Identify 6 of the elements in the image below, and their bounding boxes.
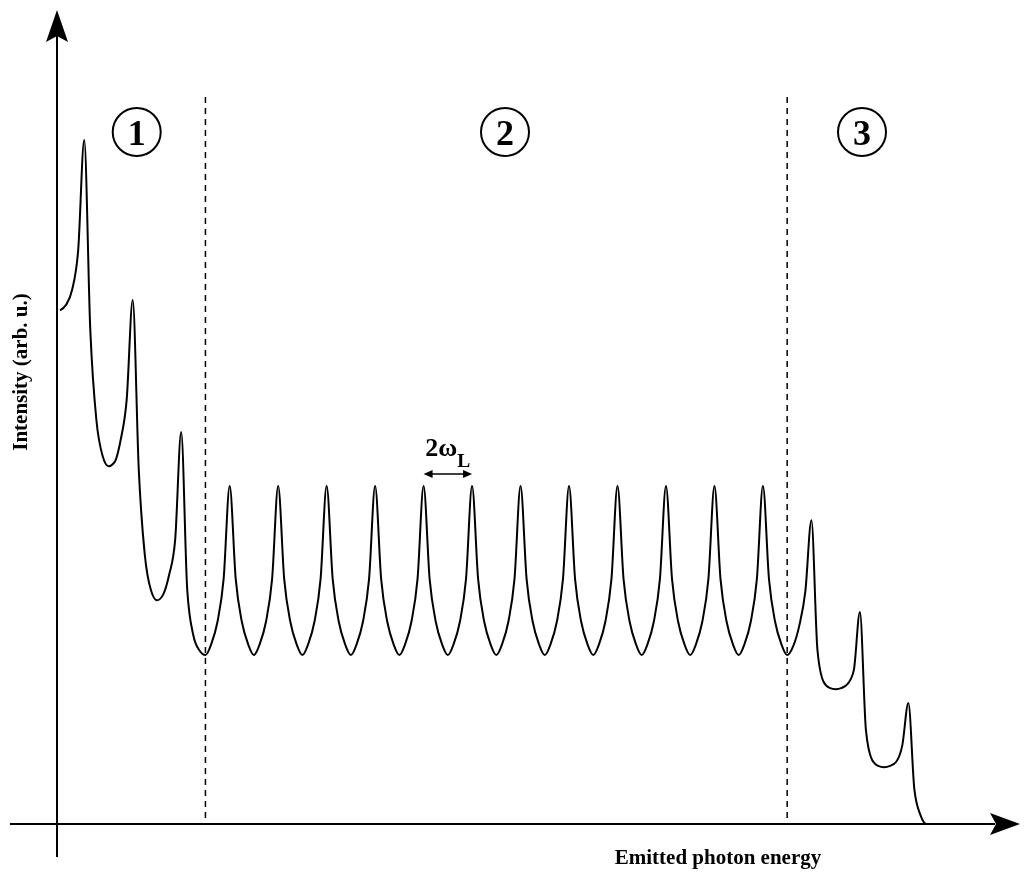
annotation: 2 [496,113,514,153]
annotation: 1 [127,113,146,153]
annotation: 2ω$_{L}$ [425,433,471,471]
y-axis-title: Intensity (arb. u.) [8,293,32,451]
x-axis-title: Emitted photon energy [614,845,822,869]
annotation: 3 [853,113,871,153]
